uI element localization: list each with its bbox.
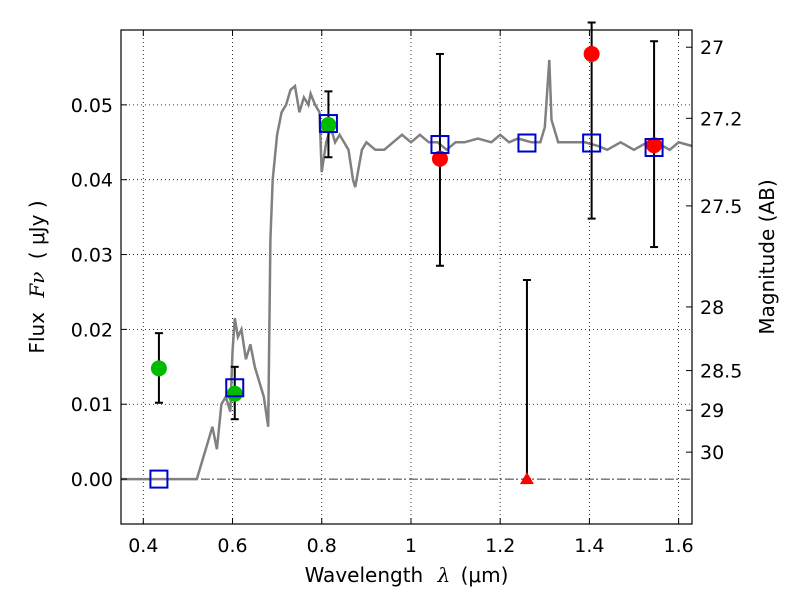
x-axis-label-prefix: Wavelength <box>305 563 424 587</box>
y-axis-label-prefix: Flux <box>25 312 49 354</box>
x-tick-label: 1.2 <box>485 535 515 557</box>
green-data-point <box>150 360 167 377</box>
x-tick-label: 1.6 <box>664 535 694 557</box>
right-axis-label: Magnitude (AB) <box>755 179 779 334</box>
y2-tick-label: 27.2 <box>700 108 742 130</box>
y-tick-label: 0.01 <box>71 394 113 416</box>
red-data-point <box>646 137 663 154</box>
x-tick-label: 0.6 <box>217 535 247 557</box>
y-tick-label: 0.03 <box>71 245 113 267</box>
y2-tick-label: 28.5 <box>700 361 742 383</box>
blue-square-point <box>318 114 338 134</box>
y2-tick-label: 29 <box>700 400 724 422</box>
blue-square-point <box>225 378 245 398</box>
y-tick-label: 0.02 <box>71 319 113 341</box>
y-tick-label: 0.04 <box>71 170 113 192</box>
red-triangle-point <box>519 472 534 485</box>
y-axis-label-unit: ( μJy ) <box>25 200 49 259</box>
plot-frame <box>120 29 693 525</box>
y-tick-label: 0.00 <box>71 469 113 491</box>
red-data-point <box>431 150 448 167</box>
y-axis-label-symbol: Fν <box>25 272 49 299</box>
data-markers <box>149 45 664 489</box>
y-tick-label: 0.05 <box>71 95 113 117</box>
x-tick-label: 1 <box>405 535 417 557</box>
y2-tick-label: 28 <box>700 297 724 319</box>
blue-square-point <box>149 469 169 489</box>
x-tick-label: 0.4 <box>128 535 158 557</box>
blue-square-point <box>644 138 664 158</box>
axis-ticks <box>121 30 692 524</box>
red-data-point <box>583 45 600 62</box>
x-tick-label: 1.4 <box>574 535 604 557</box>
blue-square-point <box>430 135 450 155</box>
x-axis-label-symbol: λ <box>437 563 451 587</box>
x-axis-label-unit: (μm) <box>461 563 509 587</box>
x-axis-label: Wavelength λ (μm) <box>305 563 509 587</box>
y2-tick-label: 30 <box>700 442 724 464</box>
y-axis-label: Flux Fν ( μJy ) <box>25 200 49 353</box>
green-data-point <box>320 117 337 134</box>
blue-square-point <box>582 133 602 153</box>
blue-square-point <box>517 133 537 153</box>
model-spectrum-line <box>121 59 693 481</box>
tick-labels: 0.4 0.6 0.8 1 1.2 1.4 1.6 0.00 0.01 0.02 0.03 0.04 0… <box>71 37 743 557</box>
green-data-point <box>226 385 243 402</box>
x-tick-label: 0.8 <box>307 535 337 557</box>
y2-tick-label: 27 <box>700 37 724 59</box>
y2-tick-label: 27.5 <box>700 196 742 218</box>
